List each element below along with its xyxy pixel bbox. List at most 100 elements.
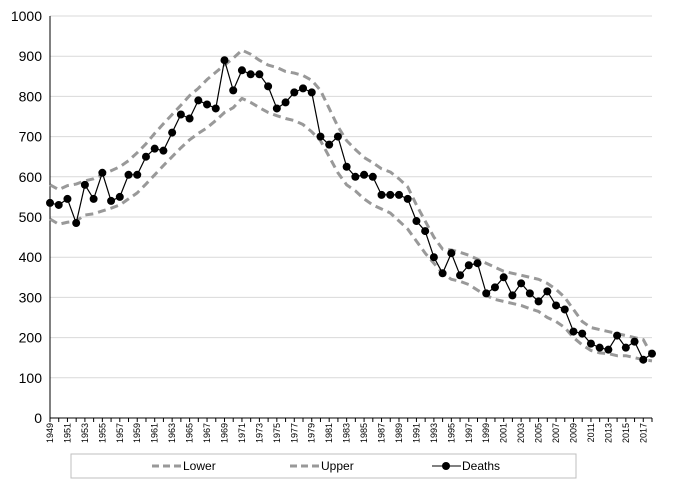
series-line-deaths (49, 59, 653, 361)
data-point-deaths (272, 104, 281, 113)
data-point-deaths (586, 339, 595, 348)
y-axis-ticks: 0 100 200 300 400 500 600 700 800 900 1000 (11, 8, 42, 426)
x-tick-label: 1973 (254, 423, 264, 443)
x-tick-label: 2007 (551, 423, 561, 443)
legend-item-lower: Lower (152, 459, 216, 473)
x-tick-label: 2005 (534, 423, 544, 443)
legend: Lower Upper Deaths (70, 453, 577, 479)
data-point-deaths (342, 162, 351, 171)
data-point-deaths (168, 128, 177, 137)
data-point-deaths (72, 219, 81, 228)
legend-item-upper: Upper (290, 459, 354, 473)
y-tick-label: 200 (19, 330, 43, 346)
y-tick-label: 700 (19, 129, 43, 145)
data-point-deaths (133, 170, 142, 179)
x-tick-label: 1975 (272, 423, 282, 443)
x-tick-label: 1953 (80, 423, 90, 443)
x-tick-label: 1967 (202, 423, 212, 443)
legend-swatch-deaths-marker (442, 462, 450, 470)
y-tick-label: 900 (19, 48, 43, 64)
x-tick-label: 1981 (324, 423, 334, 443)
gridlines (50, 15, 652, 379)
y-tick-label: 800 (19, 88, 43, 104)
series-lines (49, 48, 654, 363)
data-point-deaths (525, 289, 534, 298)
series-line-upper (49, 48, 654, 357)
data-point-deaths (333, 132, 342, 141)
y-tick-label: 1000 (11, 8, 42, 24)
data-point-deaths (421, 227, 430, 236)
data-point-deaths (229, 86, 238, 95)
data-point-deaths (595, 343, 604, 352)
x-tick-label: 1999 (481, 423, 491, 443)
data-point-deaths (264, 82, 273, 91)
data-point-deaths (290, 88, 299, 97)
x-tick-label: 1991 (411, 423, 421, 443)
data-point-deaths (464, 261, 473, 270)
data-point-deaths (456, 271, 465, 280)
legend-label-lower: Lower (183, 459, 216, 473)
data-point-deaths (412, 217, 421, 226)
data-point-deaths (517, 279, 526, 288)
x-tick-label: 1963 (167, 423, 177, 443)
x-tick-label: 1949 (45, 423, 55, 443)
data-point-deaths (639, 355, 648, 364)
x-tick-label: 1955 (97, 423, 107, 443)
data-point-deaths (63, 194, 72, 203)
x-tick-label: 2017 (638, 423, 648, 443)
data-point-deaths (490, 283, 499, 292)
data-point-deaths (447, 249, 456, 258)
y-tick-label: 600 (19, 169, 43, 185)
data-point-deaths (648, 349, 656, 358)
data-point-deaths (246, 70, 255, 79)
data-point-deaths (325, 140, 334, 149)
x-tick-label: 1959 (132, 423, 142, 443)
x-tick-label: 1951 (62, 423, 72, 443)
data-point-deaths (499, 273, 508, 282)
data-point-deaths (613, 331, 622, 340)
data-point-deaths (141, 152, 150, 161)
data-point-deaths (473, 259, 482, 268)
data-point-deaths (54, 200, 63, 209)
y-tick-label: 300 (19, 289, 43, 305)
x-tick-label: 1961 (150, 423, 160, 443)
data-point-deaths (482, 289, 491, 298)
data-point-deaths (621, 343, 630, 352)
x-tick-label: 2015 (621, 423, 631, 443)
x-tick-label: 1965 (185, 423, 195, 443)
legend-item-deaths: Deaths (432, 459, 500, 473)
data-point-deaths (508, 291, 517, 300)
data-point-deaths (237, 66, 246, 75)
data-point-deaths (543, 287, 552, 296)
legend-label-upper: Upper (321, 459, 354, 473)
data-point-deaths (115, 192, 124, 201)
deaths-markers (46, 56, 656, 364)
data-point-deaths (299, 84, 308, 93)
x-tick-label: 1989 (394, 423, 404, 443)
x-tick-label: 2003 (516, 423, 526, 443)
x-tick-label: 1985 (359, 423, 369, 443)
data-point-deaths (80, 180, 89, 189)
x-tick-label: 2009 (568, 423, 578, 443)
x-tick-label: 1977 (289, 423, 299, 443)
axes (49, 16, 653, 422)
x-tick-label: 2001 (499, 423, 509, 443)
data-point-deaths (368, 172, 377, 181)
data-point-deaths (89, 194, 98, 203)
data-point-deaths (429, 253, 438, 262)
x-tick-label: 1987 (377, 423, 387, 443)
data-point-deaths (98, 168, 107, 177)
data-point-deaths (107, 196, 116, 205)
data-point-deaths (150, 144, 159, 153)
x-tick-label: 1979 (307, 423, 317, 443)
data-point-deaths (255, 70, 264, 79)
data-point-deaths (159, 146, 168, 155)
x-tick-label: 1957 (115, 423, 125, 443)
data-point-deaths (386, 190, 395, 199)
data-point-deaths (176, 110, 185, 119)
data-point-deaths (569, 327, 578, 336)
data-point-deaths (194, 96, 203, 105)
series-line-lower (49, 96, 653, 363)
data-point-deaths (203, 100, 212, 109)
